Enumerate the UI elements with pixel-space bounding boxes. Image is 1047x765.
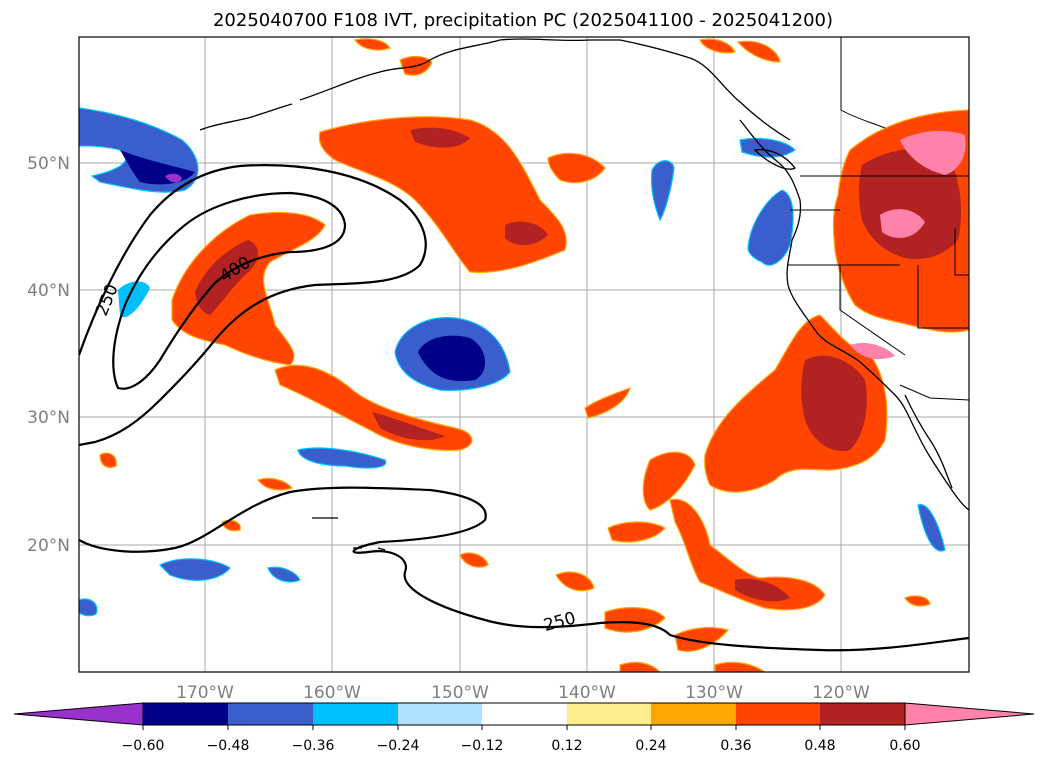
pos-region-alaska3: [699, 38, 781, 63]
pos-region-small-w2: [99, 452, 117, 469]
colorbar-tick-label: −0.12: [461, 738, 504, 754]
lon-label-120w: 120°W: [812, 683, 870, 703]
colorbar-frame: [142, 702, 906, 726]
colorbar-swatch-4: [398, 703, 482, 725]
pos-region-west-band: [171, 211, 326, 366]
neg-region-central-core: [418, 335, 486, 382]
colorbar-tick-label: 0.48: [804, 738, 835, 754]
pos-region-south7: [674, 626, 730, 652]
colorbar-tick-label: −0.24: [377, 738, 420, 754]
pos-region-south2: [669, 498, 826, 611]
colorbar-swatch-2: [228, 703, 313, 725]
pos-region-coast-pink: [850, 343, 895, 360]
pos-region-south2-core: [735, 578, 790, 602]
ivt-contour-250-south: [79, 486, 969, 652]
neg-region-southwest2: [267, 566, 301, 583]
pos-region-small-e1: [904, 595, 931, 607]
neg-region-southwest: [158, 558, 231, 581]
pos-region-small-w3: [459, 552, 489, 568]
colorbar-swatch-5: [482, 703, 567, 725]
pos-region-ne-small: [547, 152, 606, 184]
bc-coast: [739, 119, 802, 241]
vancouver-island: [753, 149, 796, 170]
colorbar-tick-label: 0.12: [551, 738, 582, 754]
neg-region-offshore: [650, 160, 675, 222]
us-mexico-border: [899, 384, 969, 401]
colorbar-ticks: [142, 725, 906, 730]
colorbar-tick-label: 0.36: [720, 738, 751, 754]
ivt-contour-250-north: [79, 164, 427, 447]
map-frame: [78, 36, 970, 673]
baja-coast: [904, 394, 953, 489]
aleutians: [199, 103, 293, 131]
lat-label-20n: 20°N: [27, 536, 70, 556]
neg-region-alaska: [739, 137, 796, 158]
colorbar-tick-label: 0.24: [635, 738, 666, 754]
pos-region-coast-core: [801, 355, 867, 451]
neg-region-nw-purple: [165, 173, 182, 183]
latitude-labels: 50°N 40°N 30°N 20°N: [27, 154, 70, 556]
lon-label-130w: 130°W: [685, 683, 743, 703]
lon-label-160w: 160°W: [303, 683, 361, 703]
neg-region-bajaoffshore: [917, 504, 946, 552]
lon-label-140w: 140°W: [558, 683, 616, 703]
lat-label-50n: 50°N: [27, 154, 70, 174]
negative-anomaly-regions: [79, 107, 946, 617]
state-border-az: [917, 265, 969, 329]
lon-label-150w: 150°W: [431, 683, 489, 703]
pos-region-alaska2: [353, 38, 391, 51]
colorbar-extend-min: [13, 702, 144, 726]
pos-region-small-w1: [257, 477, 294, 491]
colorbar-swatch-6: [567, 703, 651, 725]
pos-region-south8: [619, 661, 767, 672]
neg-region-coast: [747, 189, 794, 266]
colorbar-tick-label: 0.60: [889, 738, 920, 754]
canada-interior: [840, 37, 886, 129]
pos-region-west-band-core: [195, 240, 259, 315]
neg-region-small1: [118, 281, 150, 318]
pos-region-south3: [607, 521, 666, 543]
colorbar-extend-max: [904, 702, 1035, 726]
neg-region-southcentral: [297, 447, 387, 469]
pos-region-northcentral: [318, 116, 567, 273]
colorbar-swatch-8: [736, 703, 820, 725]
pos-region-south1: [642, 451, 696, 511]
ivt-contour-400: [112, 191, 347, 390]
ivt-contours: [79, 164, 969, 652]
pos-region-northcentral-core: [410, 127, 548, 246]
longitude-labels: 170°W 160°W 150°W 140°W 130°W 120°W: [176, 683, 870, 703]
lat-label-40n: 40°N: [27, 281, 70, 301]
colorbar-swatch-1: [143, 703, 228, 725]
borders: [788, 37, 969, 401]
colorbar-tick-label: −0.36: [292, 738, 335, 754]
hawaii-islands: [312, 517, 386, 551]
colorbar: −0.60 −0.48 −0.36 −0.24 −0.12 0.12 0.24 …: [13, 702, 1035, 754]
map-title: 2025040700 F108 IVT, precipitation PC (2…: [213, 10, 833, 31]
pos-region-south5: [555, 571, 595, 592]
neg-region-westedge: [79, 598, 98, 617]
pos-region-south6: [584, 386, 631, 419]
lat-label-30n: 30°N: [27, 408, 70, 428]
pos-region-tail-core: [372, 412, 445, 441]
colorbar-tick-label: −0.60: [122, 738, 165, 754]
colorbar-tick-label: −0.48: [207, 738, 250, 754]
lon-label-170w: 170°W: [176, 683, 234, 703]
colorbar-swatch-3: [313, 703, 398, 725]
colorbar-swatch-7: [651, 703, 736, 725]
state-border-nv: [839, 265, 906, 356]
coastlines: [199, 38, 969, 551]
state-border-ut: [954, 228, 969, 276]
colorbar-swatch-9: [820, 703, 905, 725]
map-panel: 250 400 250: [78, 36, 970, 673]
alaska-coast: [299, 38, 791, 141]
us-west-coast: [786, 239, 969, 511]
pos-region-northeast-pink: [880, 130, 966, 238]
